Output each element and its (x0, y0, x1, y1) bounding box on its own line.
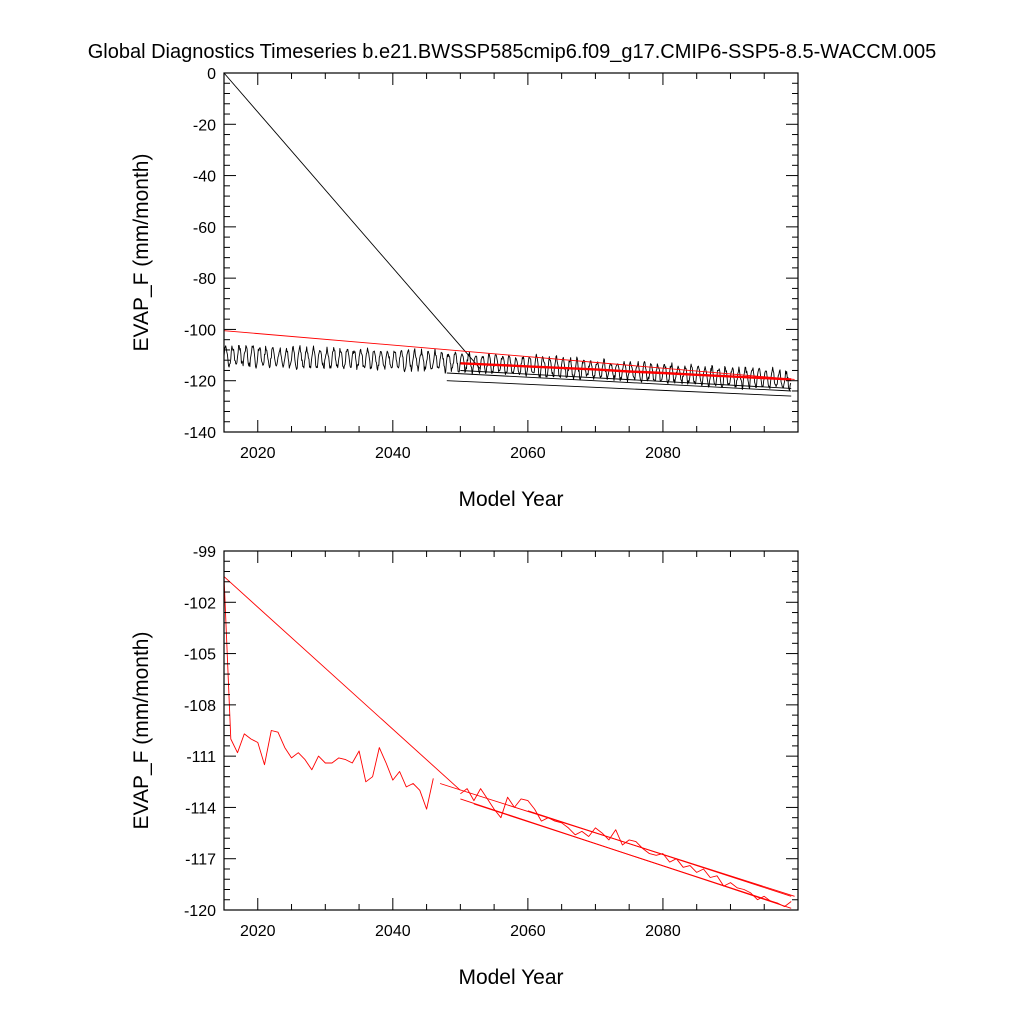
monthly-plot-area (223, 72, 795, 397)
x-tick-label: 2020 (240, 923, 276, 940)
annual-plot-area (223, 576, 795, 909)
x-tick-label: 2040 (375, 445, 411, 462)
annual-mean-series-line (460, 362, 792, 381)
monthly-mean-series-line (223, 344, 792, 391)
y-tick-label: -102 (184, 595, 216, 612)
y-tick-label: -111 (186, 749, 216, 766)
x-tick-label: 2060 (510, 445, 546, 462)
monthly-mean-series-line (446, 380, 792, 397)
y-tick-label: -120 (184, 374, 216, 391)
y-tick-label: -105 (184, 647, 216, 664)
annual-panel: 2020 2040 2060 2080 -99 -102 -105 -108 -111 -114 -… (130, 544, 799, 989)
x-tick-label: 2040 (375, 923, 411, 940)
monthly-axis-ticks: 2020 2040 2060 2080 0 -20 -40 -60 -80 -100 -120 -14… (184, 66, 799, 462)
y-tick-label: -80 (193, 271, 216, 288)
y-tick-label: -108 (184, 698, 216, 715)
x-tick-label: 2080 (645, 923, 681, 940)
y-tick-label: -100 (184, 322, 216, 339)
annual-mean-series-line (223, 330, 795, 380)
x-tick-label: 2080 (645, 445, 681, 462)
x-tick-label: 2020 (240, 445, 276, 462)
annual-mean-series-line (460, 788, 792, 908)
monthly-mean-series-line (460, 370, 792, 389)
annual-mean-series-line (473, 803, 778, 904)
annual-y-axis-label: EVAP_F (mm/month) (130, 632, 153, 830)
y-tick-label: -20 (193, 117, 216, 134)
y-tick-label: -40 (193, 169, 216, 186)
annual-axis-ticks: 2020 2040 2060 2080 -99 -102 -105 -108 -111 -114 -… (184, 544, 799, 940)
annual-mean-series-line (223, 576, 434, 810)
y-tick-label: -60 (193, 220, 216, 237)
y-tick-label: -140 (184, 425, 216, 442)
monthly-mean-series-line (223, 72, 481, 370)
monthly-panel: 2020 2040 2060 2080 0 -20 -40 -60 -80 -100 -120 -14… (130, 66, 799, 511)
figure-title: Global Diagnostics Timeseries b.e21.BWSS… (88, 41, 937, 63)
y-tick-label: 0 (207, 66, 216, 83)
x-tick-label: 2060 (510, 923, 546, 940)
monthly-x-axis-label: Model Year (458, 488, 563, 511)
y-tick-label: -99 (193, 544, 216, 561)
y-tick-label: -120 (184, 903, 216, 920)
annual-panel-frame (223, 550, 799, 911)
monthly-y-axis-label: EVAP_F (mm/month) (130, 154, 153, 352)
annual-mean-series-line (223, 576, 461, 791)
annual-x-axis-label: Model Year (458, 966, 563, 989)
monthly-mean-series-line (446, 372, 792, 392)
annual-mean-series-line (527, 810, 792, 897)
y-tick-label: -117 (185, 852, 216, 869)
y-tick-label: -114 (185, 800, 216, 817)
monthly-panel-frame (223, 72, 799, 433)
